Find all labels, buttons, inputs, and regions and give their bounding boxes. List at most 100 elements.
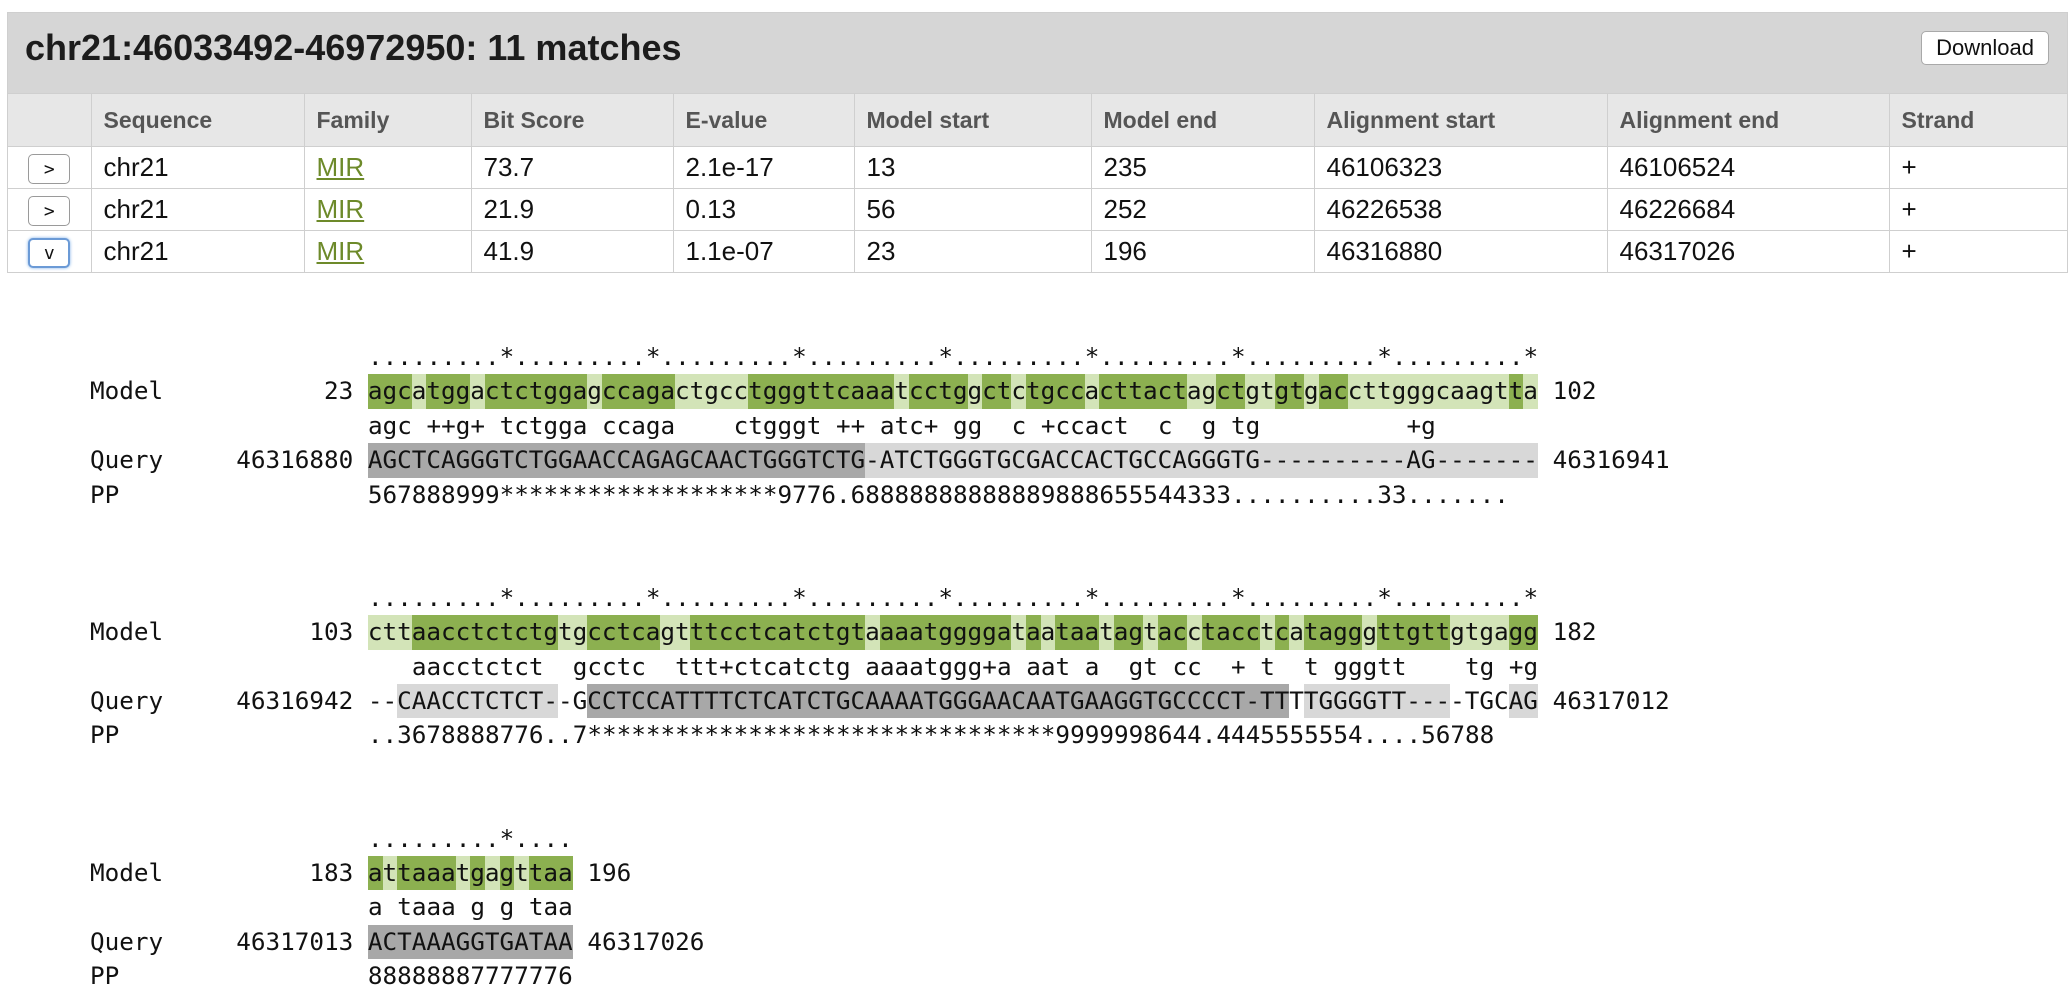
model-end-cell: 235 [1091, 147, 1314, 189]
alignment-block: .........*.........*.........*.........*… [90, 581, 1670, 753]
posterior-probability: 88888887777776 [368, 961, 573, 990]
model-end: 196 [587, 858, 631, 887]
family-cell: MIR [304, 189, 471, 231]
toggle-cell: > [8, 189, 91, 231]
column-header-model-start[interactable]: Model start [854, 94, 1091, 147]
query-sequence: --CAACCTCTCT--GCCTCCATTTTCTCATCTGCAAAATG… [368, 684, 1538, 718]
column-header-family[interactable]: Family [304, 94, 471, 147]
evalue-cell: 1.1e-07 [673, 231, 854, 273]
expand-row-button[interactable]: > [28, 154, 70, 184]
column-header-toggle [8, 94, 91, 147]
sequence-cell: chr21 [91, 231, 304, 273]
model-label: Model [90, 856, 295, 890]
query-sequence: AGCTCAGGGTCTGGAACCAGAGCAACTGGGTCTG-ATCTG… [368, 443, 1538, 477]
column-header-sequence[interactable]: Sequence [91, 94, 304, 147]
model-end-cell: 196 [1091, 231, 1314, 273]
pp-label: PP [90, 718, 368, 752]
evalue-cell: 2.1e-17 [673, 147, 854, 189]
alignment-end-cell: 46317026 [1607, 231, 1889, 273]
query-label: Query [90, 684, 236, 718]
ruler-line: .........*.........*.........*.........*… [90, 340, 1670, 374]
model-start-cell: 56 [854, 189, 1091, 231]
column-header-evalue[interactable]: E-value [673, 94, 854, 147]
alignment-view: .........*.........*.........*.........*… [90, 340, 1670, 993]
strand-cell: + [1889, 147, 2067, 189]
toggle-cell: > [8, 147, 91, 189]
alignment-block: .........*.........*.........*.........*… [90, 340, 1670, 512]
ruler-line: .........*.... [90, 822, 1670, 856]
sequence-cell: chr21 [91, 189, 304, 231]
pp-label: PP [90, 478, 368, 512]
match-string: a taaa g g taa [368, 892, 573, 921]
model-sequence: cttaacctctctgtgcctcagtttcctcatctgtaaaatg… [368, 615, 1538, 649]
model-sequence: agcatggactctggagccagactgcctgggttcaaatcct… [368, 374, 1538, 408]
family-link[interactable]: MIR [317, 152, 365, 182]
query-start: 46316942 [236, 684, 353, 718]
alignment-start-cell: 46106323 [1314, 147, 1607, 189]
collapse-row-button[interactable]: v [28, 238, 70, 268]
model-label: Model [90, 374, 295, 408]
table-header-row: Sequence Family Bit Score E-value Model … [8, 94, 2067, 147]
model-end: 182 [1553, 617, 1597, 646]
results-table: Sequence Family Bit Score E-value Model … [8, 93, 2067, 272]
match-string: aacctctct gcctc ttt+ctcatctg aaaatggg+a … [368, 652, 1538, 681]
results-panel: chr21:46033492-46972950: 11 matches Down… [7, 12, 2068, 273]
model-start: 183 [295, 856, 354, 890]
sequence-cell: chr21 [91, 147, 304, 189]
pp-label: PP [90, 959, 368, 993]
ruler: .........*.........*.........*.........*… [368, 583, 1538, 612]
results-header: chr21:46033492-46972950: 11 matches Down… [8, 13, 2067, 93]
query-start: 46316880 [236, 443, 353, 477]
family-cell: MIR [304, 147, 471, 189]
query-label: Query [90, 925, 236, 959]
model-start-cell: 23 [854, 231, 1091, 273]
query-end: 46317026 [587, 927, 704, 956]
model-end: 102 [1553, 376, 1597, 405]
ruler-line: .........*.........*.........*.........*… [90, 581, 1670, 615]
match-line: aacctctct gcctc ttt+ctcatctg aaaatggg+a … [90, 650, 1670, 684]
ruler: .........*.... [368, 824, 573, 853]
pp-line: PP..3678888776..7***********************… [90, 718, 1670, 752]
expand-row-button[interactable]: > [28, 196, 70, 226]
model-start-cell: 13 [854, 147, 1091, 189]
column-header-alignment-end[interactable]: Alignment end [1607, 94, 1889, 147]
ruler: .........*.........*.........*.........*… [368, 342, 1538, 371]
column-header-model-end[interactable]: Model end [1091, 94, 1314, 147]
alignment-start-cell: 46316880 [1314, 231, 1607, 273]
column-header-bit-score[interactable]: Bit Score [471, 94, 673, 147]
posterior-probability: 567888999*******************9776.6888888… [368, 480, 1509, 509]
bit-score-cell: 41.9 [471, 231, 673, 273]
results-title: chr21:46033492-46972950: 11 matches [25, 27, 682, 69]
alignment-start-cell: 46226538 [1314, 189, 1607, 231]
family-cell: MIR [304, 231, 471, 273]
match-line: agc ++g+ tctgga ccaga ctgggt ++ atc+ gg … [90, 409, 1670, 443]
toggle-cell: v [8, 231, 91, 273]
column-header-strand[interactable]: Strand [1889, 94, 2067, 147]
download-button[interactable]: Download [1921, 31, 2049, 65]
evalue-cell: 0.13 [673, 189, 854, 231]
model-start: 23 [295, 374, 354, 408]
model-end-cell: 252 [1091, 189, 1314, 231]
model-sequence: attaaatgagttaa [368, 856, 573, 890]
column-header-alignment-start[interactable]: Alignment start [1314, 94, 1607, 147]
family-link[interactable]: MIR [317, 236, 365, 266]
family-link[interactable]: MIR [317, 194, 365, 224]
query-sequence: ACTAAAGGTGATAA [368, 925, 573, 959]
match-string: agc ++g+ tctgga ccaga ctgggt ++ atc+ gg … [368, 411, 1538, 440]
strand-cell: + [1889, 189, 2067, 231]
bit-score-cell: 73.7 [471, 147, 673, 189]
model-start: 103 [295, 615, 354, 649]
alignment-end-cell: 46226684 [1607, 189, 1889, 231]
query-start: 46317013 [236, 925, 353, 959]
alignment-end-cell: 46106524 [1607, 147, 1889, 189]
